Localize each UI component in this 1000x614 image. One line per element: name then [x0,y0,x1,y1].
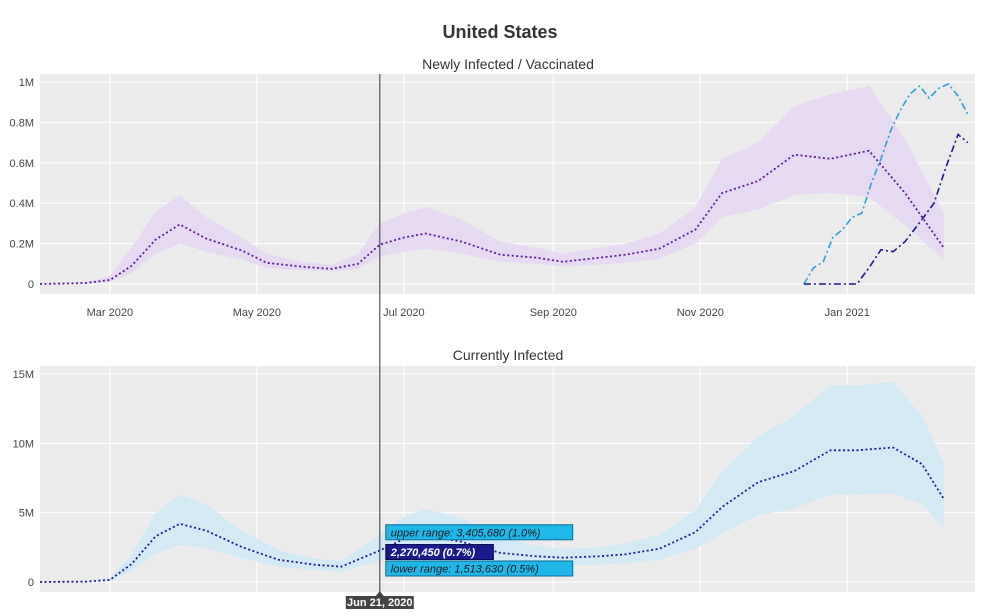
tooltip-date: Jun 21, 2020 [345,596,414,609]
confidence-band [40,86,944,284]
tooltip-date-text: Jun 21, 2020 [347,597,412,609]
series-line-vaccinated-1 [803,83,969,285]
y-tick-label: 0.8M [10,117,34,129]
panel1-band [40,86,944,284]
y-tick-label: 0 [28,279,34,291]
tooltip-estimate-box [385,544,494,561]
series-line-estimate [39,149,945,285]
panel1-y-ticks: 0 0.2M 0.4M 0.6M 0.8M 1M [10,77,34,291]
chart-title: United States [442,22,557,42]
y-tick-label: 1M [19,77,34,89]
tooltip-upper-text: upper range: 3,405,680 (1.0%) [391,527,541,539]
tooltip-lower: lower range: 1,513,630 (0.5%) [385,560,574,577]
panel1-x-ticks: Mar 2020 May 2020 Jul 2020 Sep 2020 Nov 2020… [87,307,870,319]
y-tick-label: 0.2M [10,239,34,251]
confidence-band [40,382,944,582]
panel1-lines [39,83,969,285]
tooltip-estimate: 2,270,450 (0.7%) [385,544,494,561]
tooltip-upper: upper range: 3,405,680 (1.0%) [385,524,574,541]
x-tick-label: Nov 2020 [677,307,724,319]
x-tick-label: May 2020 [233,307,281,319]
panel2-y-ticks: 0 5M 10M 15M [13,369,34,589]
panel2-band [40,382,944,582]
y-tick-label: 0.6M [10,158,34,170]
tooltip-date-box [345,596,414,609]
y-tick-label: 0 [28,577,34,589]
y-tick-label: 5M [19,508,34,520]
panel2-subtitle: Currently Infected [453,347,564,363]
tooltip-lower-box [385,560,574,577]
tooltip-estimate-text: 2,270,450 (0.7%) [390,547,476,559]
hover-tooltips: upper range: 3,405,680 (1.0%) 2,270,450 … [345,524,574,609]
tooltip-lower-text: lower range: 1,513,630 (0.5%) [391,564,539,576]
tooltip-upper-box [385,524,574,541]
x-tick-label: Jan 2021 [825,307,870,319]
x-tick-label: Sep 2020 [530,307,577,319]
y-tick-label: 15M [13,369,34,381]
series-line-vaccinated-2 [803,133,969,285]
x-tick-label: Mar 2020 [87,307,133,319]
y-tick-label: 10M [13,438,34,450]
panel1-subtitle: Newly Infected / Vaccinated [422,56,594,72]
y-tick-label: 0.4M [10,198,34,210]
x-tick-label: Jul 2020 [383,307,425,319]
tooltip-date-arrow [375,591,384,596]
